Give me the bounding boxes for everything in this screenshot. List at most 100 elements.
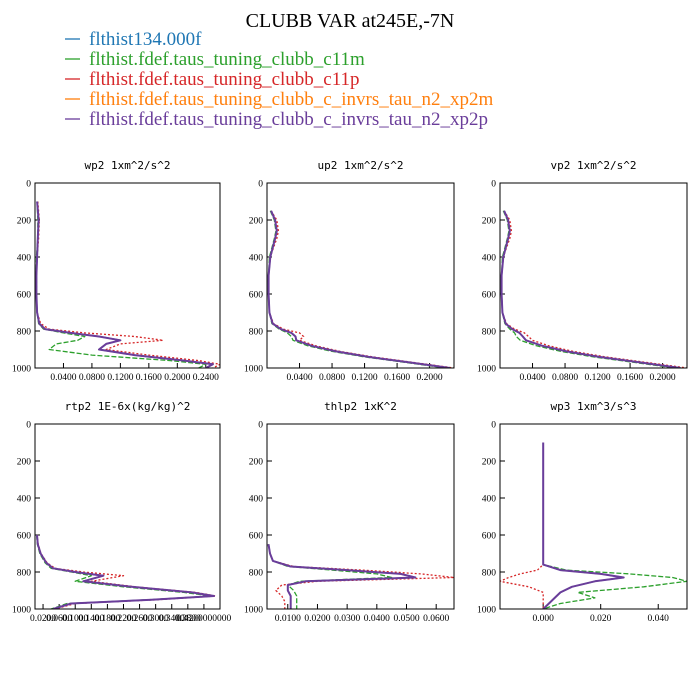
panel-title: up2 1xm^2/s^2 [317,159,403,172]
y-tick-label: 1000 [477,606,496,616]
x-tick-label: 0.2000 [417,373,443,383]
series-line-xp2p [542,442,625,609]
y-tick-label: 800 [249,328,264,338]
x-tick-label: 0.1800 [94,614,120,624]
y-tick-label: 400 [17,254,32,264]
x-tick-label: 0.2400 [193,373,219,383]
y-tick-label: 0 [491,180,496,190]
legend-label-c11m: flthist.fdef.taus_tuning_clubb_c11m [89,49,365,70]
y-tick-label: 200 [482,217,497,227]
y-tick-label: 0 [26,421,31,431]
x-tick-label: 0.1600 [617,373,643,383]
y-tick-label: 200 [249,458,264,468]
series-line-xp2p [267,210,451,368]
x-tick-label: 0.0500 [393,614,419,624]
plot-frame [34,182,221,369]
series-line-xp2p [267,544,417,609]
y-tick-label: 200 [17,458,32,468]
legend-label-c11p: flthist.fdef.taus_tuning_clubb_c11p [89,69,360,90]
y-tick-label: 200 [482,458,497,468]
series-line-xp2p [35,201,214,368]
y-tick-label: 800 [17,569,32,579]
x-tick-label: 0.0300 [334,614,360,624]
x-tick-label: 0.3000 [143,614,169,624]
plot-frame [266,182,455,369]
x-tick-label: 0.2000 [650,373,676,383]
x-tick-label: 0.2600 [127,614,153,624]
x-tick-label: 0.000 [532,614,554,624]
series-line-base [500,210,681,368]
panel-title: vp2 1xm^2/s^2 [550,159,636,172]
x-tick-label: 0.1200 [352,373,378,383]
y-tick-label: 0 [258,421,263,431]
panel-title: thlp2 1xK^2 [324,400,397,413]
series-line-c11m [267,544,393,609]
plot-frame [499,182,688,369]
y-tick-label: 600 [482,532,497,542]
x-tick-label: 0.1200 [585,373,611,383]
panel-title: rtp2 1E-6x(kg/kg)^2 [65,400,191,413]
y-tick-label: 1000 [244,606,263,616]
y-tick-label: 400 [482,495,497,505]
legend-label-xp2m: flthist.fdef.taus_tuning_clubb_c_invrs_t… [89,89,493,110]
y-tick-label: 400 [17,495,32,505]
x-tick-label: 0.3800 [175,614,201,624]
series-line-c11m [542,442,687,609]
panel-4: rtp2 1E-6x(kg/kg)^2 0 200 400 600 800 10000.02… [12,400,231,624]
panel-2: up2 1xm^2/s^2 0 200 400 600 800 1000 0.0400 0.08… [244,159,455,383]
x-tick-label: 0.0400 [519,373,545,383]
x-tick-label: 0.040 [648,614,670,624]
y-tick-label: 1000 [12,365,31,375]
y-tick-label: 400 [249,254,264,264]
series-line-c11p [500,210,687,368]
y-tick-label: 0 [26,180,31,190]
figure-title: CLUBB VAR at245E,-7N [246,10,455,32]
panel-title: wp2 1xm^2/s^2 [84,159,170,172]
y-tick-label: 600 [249,532,264,542]
x-tick-label: 0.3400 [159,614,185,624]
y-tick-label: 400 [482,254,497,264]
series-line-xp2p [36,534,215,609]
y-tick-label: 400 [249,495,264,505]
x-tick-label: 0.2200 [110,614,136,624]
x-tick-label: 0.0600 [423,614,449,624]
plot-frame [34,423,221,610]
panel-1: wp2 1xm^2/s^2 0 200 400 600 800 1000 0.0400 0.08… [12,159,221,383]
x-tick-label: 0.1000 [62,614,88,624]
x-tick-label: 0.0200 [304,614,330,624]
series-line-c11m [35,534,213,609]
series-line-c11m [500,210,675,368]
legend-label-base: flthist134.000f [89,29,202,50]
x-tick-label: 0.1200 [107,373,133,383]
x-tick-label: 0.1600 [136,373,162,383]
y-tick-label: 800 [482,569,497,579]
series-line-xp2m [267,210,450,368]
panel-title: wp3 1xm^3/s^3 [550,400,636,413]
y-tick-label: 200 [249,217,264,227]
x-tick-label: 0.0100 [275,614,301,624]
y-tick-label: 1000 [244,365,263,375]
series-line-xp2p [500,210,681,368]
y-tick-label: 600 [249,291,264,301]
x-tick-label: 0.0200 [30,614,56,624]
panel-5: thlp2 1xK^2 0 200 400 600 800 1000 0.0100 0.0200… [244,400,455,624]
x-tick-label: 0.0600 [46,614,72,624]
panel-3: vp2 1xm^2/s^2 0 200 400 600 800 1000 0.0400 0.08… [477,159,688,383]
series-line-base [267,210,451,368]
y-tick-label: 800 [249,569,264,579]
series-line-xp2m [500,210,681,368]
y-tick-label: 800 [17,328,32,338]
series-line-c11m [35,201,207,368]
x-tick-label: 0.0400 [364,614,390,624]
series-line-c11m [267,210,446,368]
y-tick-label: 0 [491,421,496,431]
legend: flthist134.000fflthist.fdef.taus_tuning_… [65,29,493,130]
panel-6: wp3 1xm^3/s^3 0 200 400 600 800 1000 0.000 0.020… [477,400,688,624]
x-tick-label: 0.0800 [552,373,578,383]
x-tick-label: 0.0400 [286,373,312,383]
y-tick-label: 600 [482,291,497,301]
x-tick-label: 0.1600 [384,373,410,383]
y-tick-label: 1000 [477,365,496,375]
